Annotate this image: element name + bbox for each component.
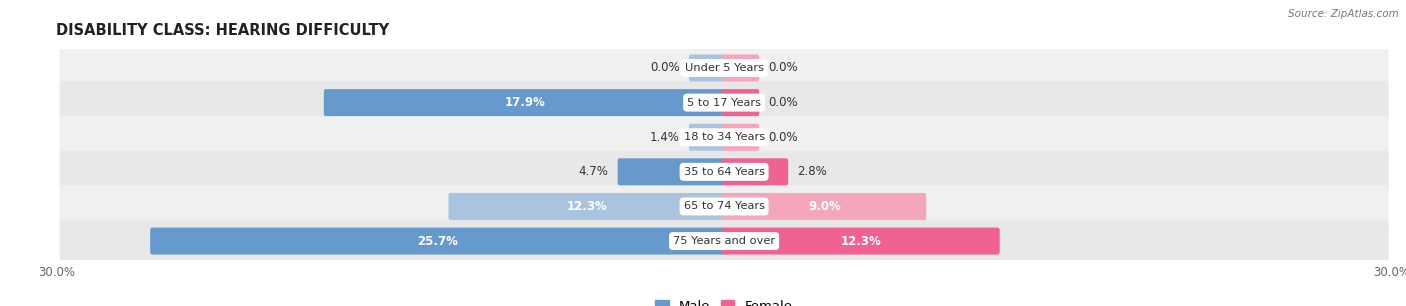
FancyBboxPatch shape	[689, 124, 725, 151]
Legend: Male, Female: Male, Female	[655, 300, 793, 306]
FancyBboxPatch shape	[323, 89, 725, 116]
Text: 65 to 74 Years: 65 to 74 Years	[683, 201, 765, 211]
FancyBboxPatch shape	[59, 220, 1389, 263]
Text: 1.4%: 1.4%	[650, 131, 679, 144]
Text: 17.9%: 17.9%	[505, 96, 546, 109]
FancyBboxPatch shape	[723, 228, 1000, 255]
Text: 35 to 64 Years: 35 to 64 Years	[683, 167, 765, 177]
FancyBboxPatch shape	[723, 193, 927, 220]
FancyBboxPatch shape	[449, 193, 725, 220]
Text: 75 Years and over: 75 Years and over	[673, 236, 775, 246]
FancyBboxPatch shape	[59, 81, 1389, 124]
Text: 12.3%: 12.3%	[841, 235, 882, 248]
FancyBboxPatch shape	[59, 185, 1389, 228]
FancyBboxPatch shape	[723, 89, 759, 116]
FancyBboxPatch shape	[150, 228, 725, 255]
Text: DISABILITY CLASS: HEARING DIFFICULTY: DISABILITY CLASS: HEARING DIFFICULTY	[56, 23, 389, 38]
Text: 12.3%: 12.3%	[567, 200, 607, 213]
FancyBboxPatch shape	[59, 47, 1389, 89]
FancyBboxPatch shape	[59, 116, 1389, 159]
Text: Source: ZipAtlas.com: Source: ZipAtlas.com	[1288, 9, 1399, 19]
Text: 0.0%: 0.0%	[769, 62, 799, 74]
FancyBboxPatch shape	[59, 150, 1389, 193]
FancyBboxPatch shape	[617, 158, 725, 185]
Text: 2.8%: 2.8%	[797, 165, 827, 178]
Text: 0.0%: 0.0%	[769, 131, 799, 144]
FancyBboxPatch shape	[689, 54, 725, 81]
Text: 0.0%: 0.0%	[650, 62, 679, 74]
Text: Under 5 Years: Under 5 Years	[685, 63, 763, 73]
Text: 9.0%: 9.0%	[808, 200, 841, 213]
Text: 4.7%: 4.7%	[578, 165, 609, 178]
FancyBboxPatch shape	[723, 158, 789, 185]
FancyBboxPatch shape	[723, 124, 759, 151]
Text: 0.0%: 0.0%	[769, 96, 799, 109]
Text: 18 to 34 Years: 18 to 34 Years	[683, 132, 765, 142]
FancyBboxPatch shape	[723, 54, 759, 81]
Text: 25.7%: 25.7%	[418, 235, 458, 248]
Text: 5 to 17 Years: 5 to 17 Years	[688, 98, 761, 108]
